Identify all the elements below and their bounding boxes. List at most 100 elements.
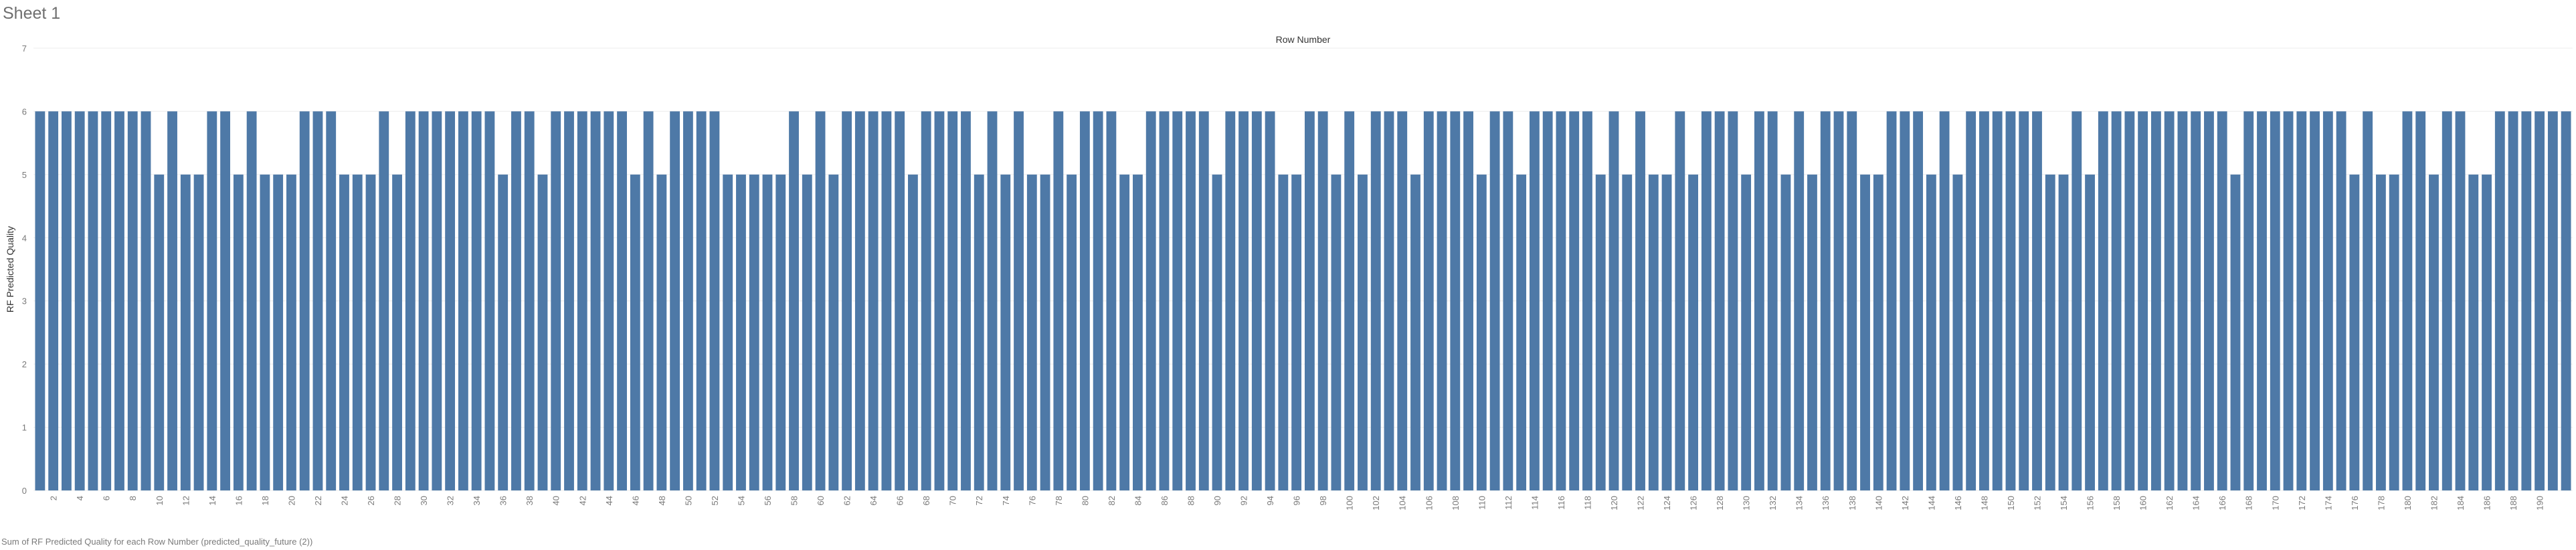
bar-row-187[interactable] — [2494, 111, 2505, 490]
bar-row-73[interactable] — [987, 111, 998, 490]
bar-row-14[interactable] — [207, 111, 217, 490]
bar-row-60[interactable] — [815, 111, 826, 490]
bar-row-175[interactable] — [2336, 111, 2347, 490]
bar-row-117[interactable] — [1569, 111, 1580, 490]
bar-row-84[interactable] — [1133, 174, 1143, 490]
bar-row-173[interactable] — [2310, 111, 2320, 490]
bar-row-190[interactable] — [2535, 111, 2545, 490]
bar-row-28[interactable] — [392, 174, 402, 490]
bar-row-130[interactable] — [1741, 174, 1752, 490]
bar-row-169[interactable] — [2257, 111, 2267, 490]
bar-row-10[interactable] — [154, 174, 165, 490]
bar-row-176[interactable] — [2349, 174, 2360, 490]
bar-row-79[interactable] — [1067, 174, 1077, 490]
bar-row-189[interactable] — [2521, 111, 2532, 490]
bar-row-17[interactable] — [246, 111, 257, 490]
bar-row-192[interactable] — [2561, 111, 2571, 490]
bar-row-58[interactable] — [789, 111, 799, 490]
bar-row-11[interactable] — [167, 111, 177, 490]
bar-row-133[interactable] — [1780, 174, 1791, 490]
bar-row-142[interactable] — [1900, 111, 1910, 490]
bar-row-31[interactable] — [432, 111, 442, 490]
bar-row-39[interactable] — [537, 174, 548, 490]
bar-row-30[interactable] — [418, 111, 429, 490]
bar-row-54[interactable] — [736, 174, 746, 490]
bar-row-8[interactable] — [127, 111, 138, 490]
bar-row-140[interactable] — [1873, 174, 1883, 490]
bar-row-149[interactable] — [1992, 111, 2003, 490]
bar-row-141[interactable] — [1886, 111, 1897, 490]
bar-row-119[interactable] — [1595, 174, 1606, 490]
bar-row-183[interactable] — [2442, 111, 2452, 490]
bar-row-171[interactable] — [2283, 111, 2294, 490]
bar-row-107[interactable] — [1437, 111, 1447, 490]
bar-row-64[interactable] — [868, 111, 879, 490]
bar-row-75[interactable] — [1014, 111, 1024, 490]
bar-row-38[interactable] — [524, 111, 535, 490]
bar-row-114[interactable] — [1529, 111, 1540, 490]
bar-row-131[interactable] — [1754, 111, 1764, 490]
bar-row-158[interactable] — [2111, 111, 2122, 490]
bar-row-157[interactable] — [2098, 111, 2108, 490]
bar-row-170[interactable] — [2270, 111, 2280, 490]
bar-row-21[interactable] — [299, 111, 310, 490]
bar-row-162[interactable] — [2164, 111, 2175, 490]
bar-row-23[interactable] — [326, 111, 337, 490]
bar-row-110[interactable] — [1476, 174, 1487, 490]
bar-row-127[interactable] — [1701, 111, 1712, 490]
bar-row-25[interactable] — [352, 174, 363, 490]
bar-row-52[interactable] — [709, 111, 720, 490]
bar-row-144[interactable] — [1926, 174, 1936, 490]
bar-row-191[interactable] — [2547, 111, 2558, 490]
bar-row-99[interactable] — [1331, 174, 1342, 490]
bar-row-22[interactable] — [312, 111, 323, 490]
bar-row-129[interactable] — [1728, 111, 1738, 490]
bar-row-153[interactable] — [2045, 174, 2055, 490]
bar-row-92[interactable] — [1238, 111, 1249, 490]
bar-row-177[interactable] — [2363, 111, 2373, 490]
bar-row-76[interactable] — [1026, 174, 1037, 490]
bar-row-180[interactable] — [2402, 111, 2413, 490]
bar-row-55[interactable] — [749, 174, 759, 490]
bar-row-97[interactable] — [1304, 111, 1315, 490]
bar-row-40[interactable] — [551, 111, 561, 490]
bar-row-105[interactable] — [1410, 174, 1420, 490]
bar-row-26[interactable] — [365, 174, 376, 490]
bar-row-184[interactable] — [2455, 111, 2466, 490]
bar-row-48[interactable] — [656, 174, 667, 490]
bar-row-124[interactable] — [1661, 174, 1672, 490]
bar-row-145[interactable] — [1939, 111, 1950, 490]
bar-row-138[interactable] — [1847, 111, 1857, 490]
bar-row-93[interactable] — [1251, 111, 1262, 490]
bar-row-19[interactable] — [273, 174, 284, 490]
bar-row-49[interactable] — [670, 111, 680, 490]
bar-row-154[interactable] — [2058, 174, 2069, 490]
bar-row-4[interactable] — [74, 111, 85, 490]
bar-row-121[interactable] — [1622, 174, 1633, 490]
bar-row-70[interactable] — [947, 111, 958, 490]
bar-row-15[interactable] — [220, 111, 231, 490]
bar-row-174[interactable] — [2322, 111, 2333, 490]
bar-row-113[interactable] — [1516, 174, 1527, 490]
bar-row-186[interactable] — [2482, 174, 2492, 490]
bar-row-83[interactable] — [1119, 174, 1130, 490]
bar-row-122[interactable] — [1635, 111, 1645, 490]
bar-row-159[interactable] — [2124, 111, 2135, 490]
bar-row-146[interactable] — [1952, 174, 1963, 490]
bar-row-111[interactable] — [1489, 111, 1500, 490]
bar-row-33[interactable] — [458, 111, 468, 490]
bar-row-101[interactable] — [1358, 174, 1368, 490]
bar-row-123[interactable] — [1648, 174, 1659, 490]
bar-row-43[interactable] — [590, 111, 601, 490]
bar-row-164[interactable] — [2191, 111, 2201, 490]
bar-row-94[interactable] — [1265, 111, 1275, 490]
bar-row-115[interactable] — [1542, 111, 1553, 490]
bar-row-12[interactable] — [180, 174, 191, 490]
bar-row-120[interactable] — [1608, 111, 1619, 490]
bar-row-161[interactable] — [2150, 111, 2161, 490]
bar-row-69[interactable] — [934, 111, 945, 490]
bar-row-181[interactable] — [2415, 111, 2426, 490]
bar-row-112[interactable] — [1503, 111, 1513, 490]
bar-row-51[interactable] — [696, 111, 707, 490]
bar-row-2[interactable] — [48, 111, 59, 490]
